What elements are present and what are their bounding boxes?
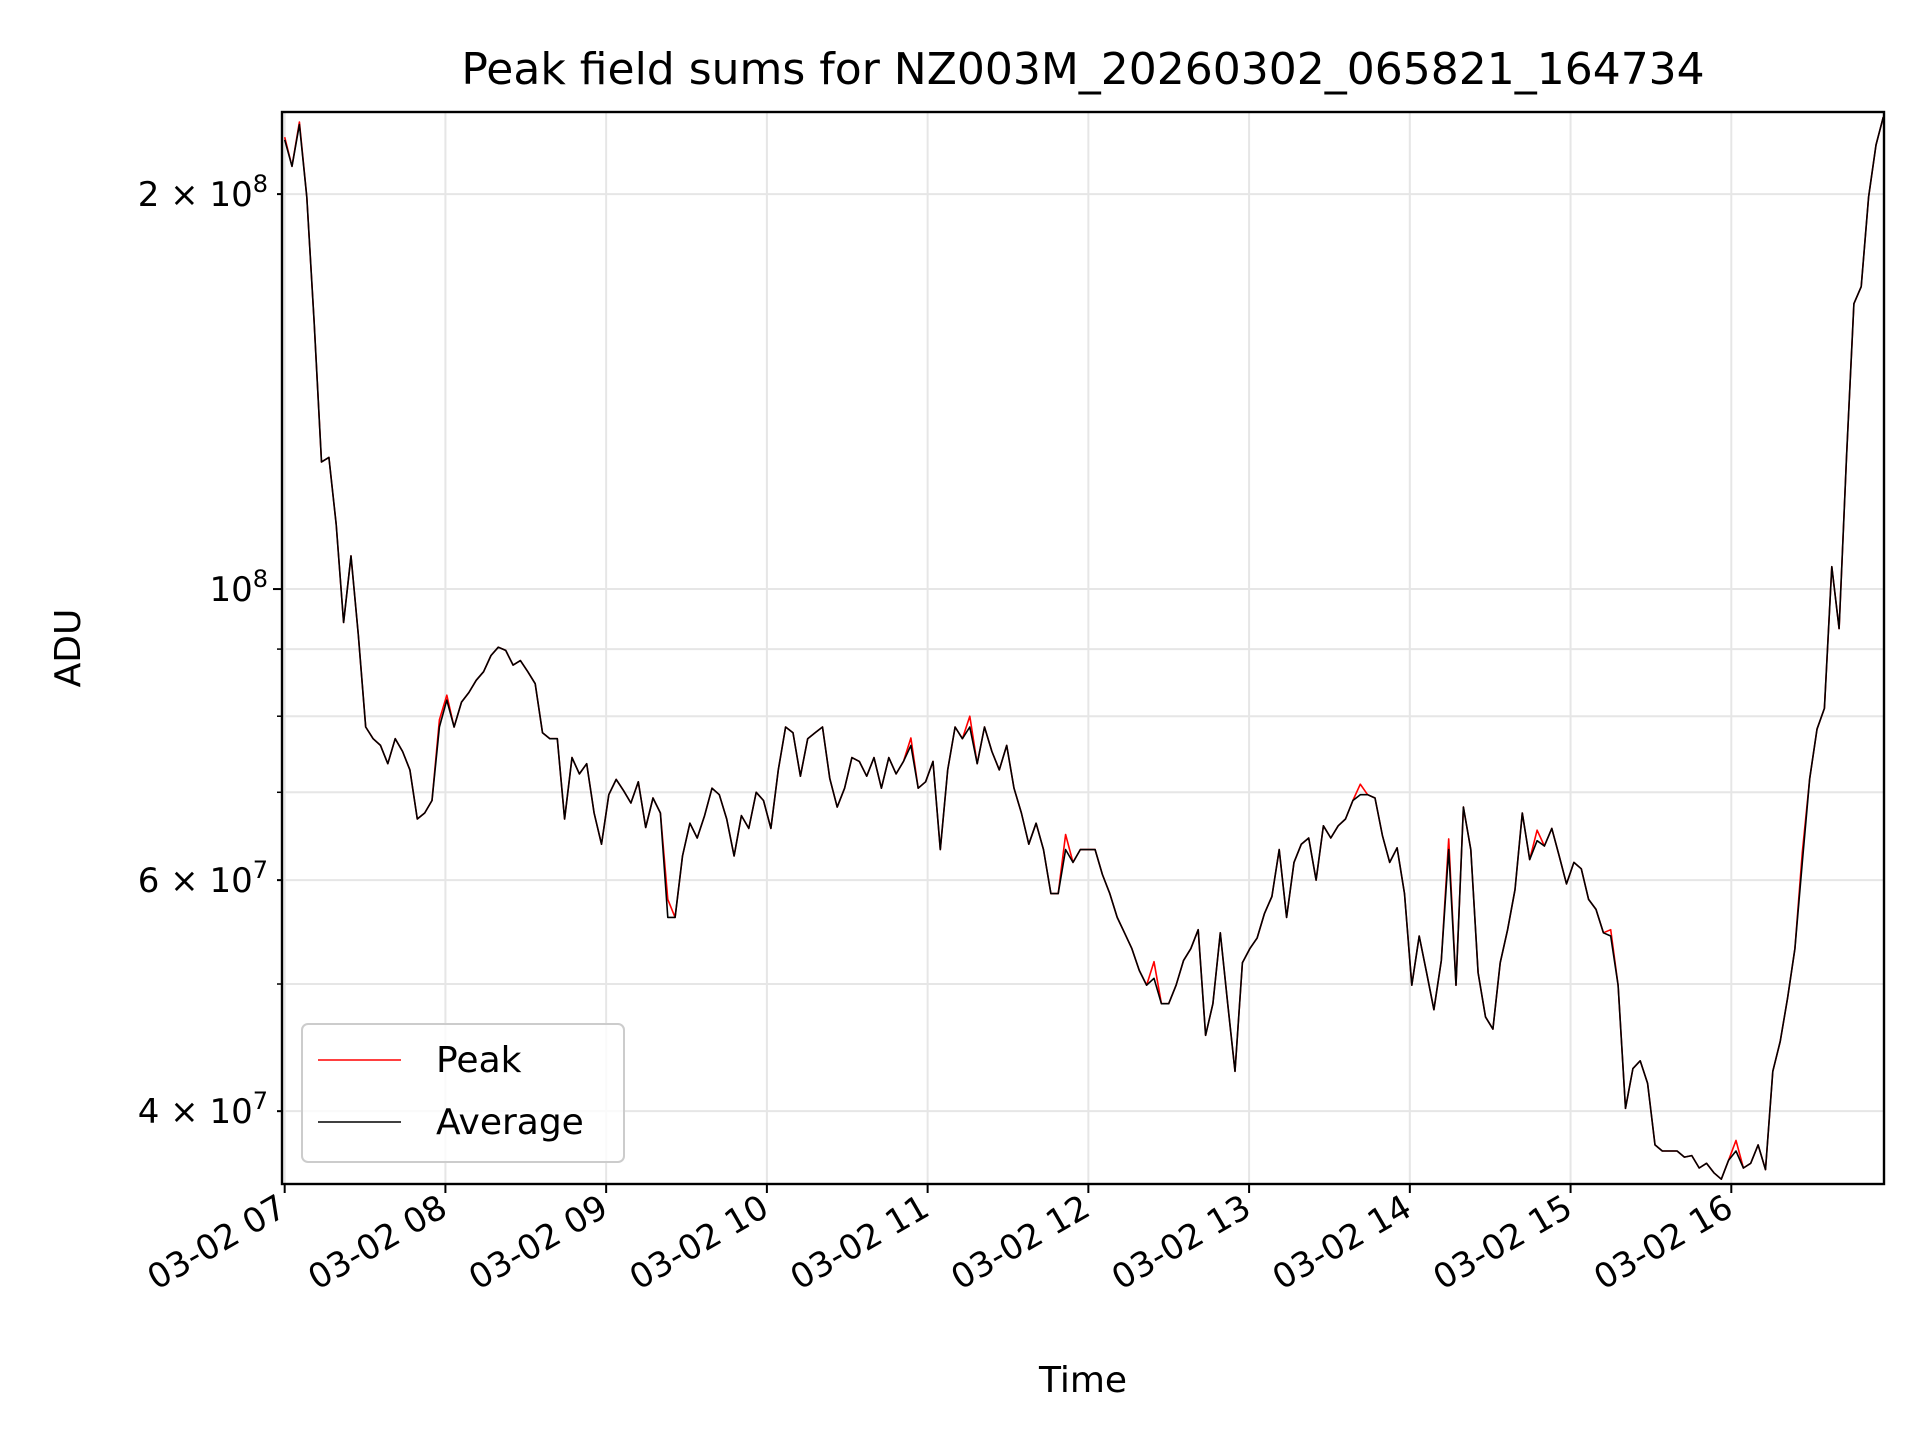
y-tick-label: 4 × 107 <box>138 1087 268 1132</box>
legend-box <box>301 1023 625 1163</box>
chart-title: Peak field sums for NZ003M_20260302_0658… <box>461 44 1704 95</box>
legend: Peak Average <box>301 1023 625 1163</box>
series-line-average <box>283 116 1885 1180</box>
x-axis-label: Time <box>1038 1360 1127 1401</box>
legend-label-average: Average <box>436 1102 584 1143</box>
y-tick-label: 108 <box>209 565 268 610</box>
legend-label-peak: Peak <box>436 1040 522 1081</box>
y-axis-ticks: 4 × 107 6 × 107 108 2 × 108 <box>138 170 282 1132</box>
axes-frame <box>280 110 1886 1186</box>
grid <box>282 112 1884 1184</box>
y-axis-label: ADU <box>48 609 89 688</box>
y-tick-label: 2 × 108 <box>138 170 268 215</box>
y-tick-label: 6 × 107 <box>138 856 268 901</box>
series-lines <box>283 116 1885 1180</box>
